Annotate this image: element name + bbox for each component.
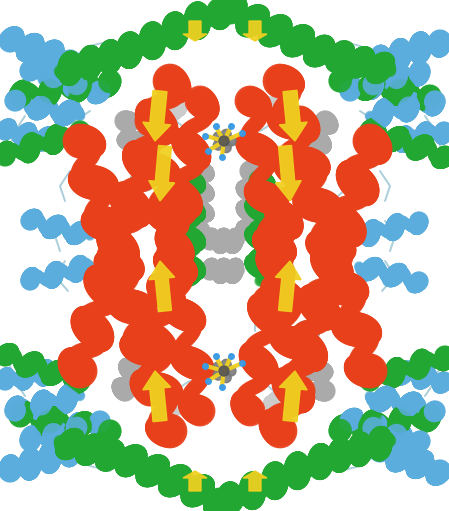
Polygon shape: [243, 21, 267, 41]
Circle shape: [221, 143, 231, 153]
Circle shape: [221, 359, 231, 369]
Polygon shape: [183, 471, 207, 491]
Circle shape: [213, 140, 223, 150]
Circle shape: [219, 136, 229, 146]
Polygon shape: [279, 371, 307, 422]
Polygon shape: [143, 371, 171, 422]
Circle shape: [226, 136, 236, 146]
Polygon shape: [243, 471, 267, 491]
Circle shape: [219, 366, 229, 376]
Circle shape: [226, 366, 236, 376]
Circle shape: [213, 362, 223, 372]
Polygon shape: [275, 261, 301, 312]
Circle shape: [213, 132, 223, 142]
Polygon shape: [149, 261, 175, 312]
Circle shape: [221, 373, 231, 383]
Polygon shape: [275, 146, 301, 201]
Circle shape: [221, 129, 231, 140]
Polygon shape: [279, 90, 307, 141]
Polygon shape: [149, 146, 175, 201]
Polygon shape: [143, 90, 171, 141]
Polygon shape: [183, 21, 207, 41]
Circle shape: [213, 370, 223, 380]
